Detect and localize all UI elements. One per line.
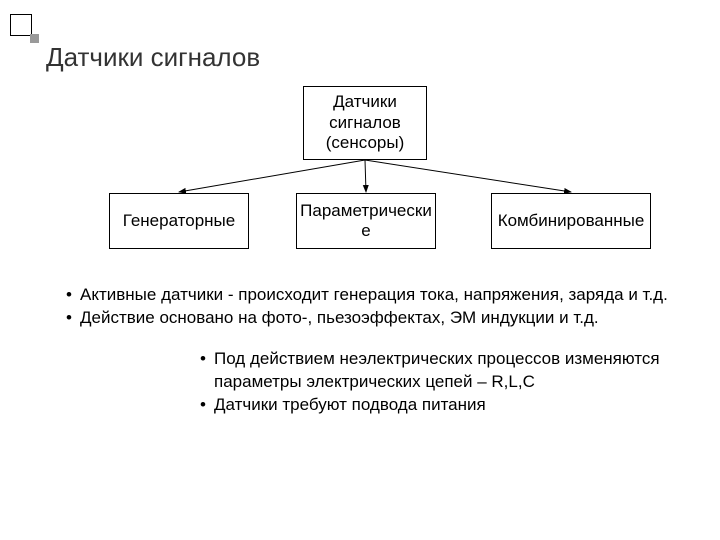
node-mid-line2: е: [361, 221, 370, 240]
bullet-2-2: • Датчики требуют подвода питания: [200, 394, 680, 417]
title-deco-big-square: [10, 14, 32, 36]
bullet-1-2-text: Действие основано на фото-, пьезоэффекта…: [80, 307, 599, 330]
bullet-1-2: • Действие основано на фото-, пьезоэффек…: [66, 307, 686, 330]
bullet-dot-icon: •: [200, 348, 214, 394]
bullet-2-2-text: Датчики требуют подвода питания: [214, 394, 486, 417]
node-root-line1: Датчики: [333, 92, 397, 111]
node-left-label: Генераторные: [123, 211, 235, 231]
node-root: Датчики сигналов (сенсоры): [303, 86, 427, 160]
node-right-label: Комбинированные: [498, 211, 645, 231]
node-mid: Параметрически е: [296, 193, 436, 249]
node-root-line3: (сенсоры): [326, 133, 404, 152]
diagram-arrows: [0, 0, 720, 540]
bullet-dot-icon: •: [66, 307, 80, 330]
slide-title: Датчики сигналов: [46, 42, 260, 73]
bullet-1-1: • Активные датчики - происходит генераци…: [66, 284, 686, 307]
bullet-1-1-text: Активные датчики - происходит генерация …: [80, 284, 668, 307]
bullet-group-2: • Под действием неэлектрических процессо…: [200, 348, 680, 417]
node-root-line2: сигналов: [329, 113, 401, 132]
node-left: Генераторные: [109, 193, 249, 249]
title-deco-small-square: [30, 34, 39, 43]
bullet-group-1: • Активные датчики - происходит генераци…: [66, 284, 686, 330]
bullet-2-1-text: Под действием неэлектрических процессов …: [214, 348, 680, 394]
bullet-dot-icon: •: [200, 394, 214, 417]
bullet-2-1: • Под действием неэлектрических процессо…: [200, 348, 680, 394]
node-right: Комбинированные: [491, 193, 651, 249]
bullet-dot-icon: •: [66, 284, 80, 307]
node-mid-line1: Параметрически: [300, 201, 432, 220]
